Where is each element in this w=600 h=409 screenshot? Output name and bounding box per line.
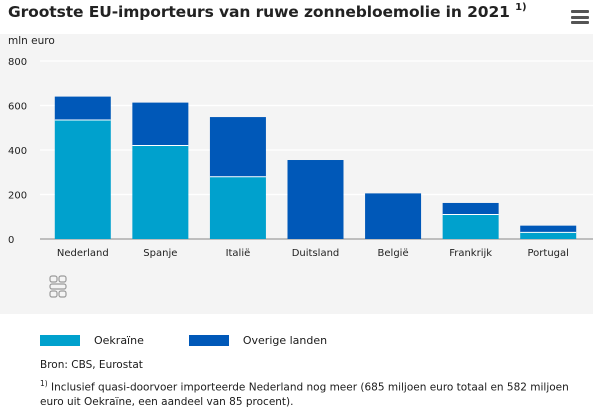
- menu-bar-3: [571, 21, 589, 24]
- footnote-text: Inclusief quasi-doorvoer importeerde Ned…: [40, 381, 569, 408]
- logo-shape: [49, 283, 67, 290]
- logo-shape: [58, 275, 67, 283]
- x-tick-label: Frankrijk: [449, 248, 492, 259]
- y-tick-label: 600: [8, 102, 27, 113]
- bar-overige-landen: [520, 225, 577, 233]
- logo-shape: [58, 290, 67, 298]
- bar-oekraine: [132, 145, 189, 239]
- x-tick-label: Spanje: [143, 248, 177, 259]
- hamburger-menu-icon[interactable]: [571, 10, 589, 26]
- legend-label-oekraine: Oekraïne: [94, 334, 144, 347]
- legend-item-overige-landen[interactable]: Overige landen: [188, 334, 328, 347]
- bar-oekraine: [520, 232, 577, 239]
- footnote: 1) Inclusief quasi-doorvoer importeerde …: [40, 377, 590, 409]
- x-tick-label: Duitsland: [292, 248, 340, 259]
- logo-shape: [49, 290, 58, 298]
- bar-overige-landen: [287, 160, 344, 239]
- bar-overige-landen: [132, 102, 189, 146]
- y-tick-label: 200: [8, 191, 27, 202]
- menu-bar-2: [571, 15, 589, 19]
- chart-svg: mln euro 800 600 400 200 0 Nederland Spanje Ital…: [8, 35, 593, 298]
- bar-oekraine: [442, 214, 499, 239]
- title-footnote-mark: 1): [515, 2, 527, 13]
- bar-overige-landen: [54, 96, 111, 120]
- cbs-logo-icon: [49, 275, 67, 298]
- bar-overige-landen: [209, 117, 266, 177]
- x-tick-label: Nederland: [57, 248, 109, 259]
- chart-title-text: Grootste EU-importeurs van ruwe zonneblo…: [8, 3, 510, 22]
- bar-oekraine: [54, 119, 111, 239]
- y-axis-label: mln euro: [8, 35, 55, 47]
- y-tick-label: 0: [8, 235, 14, 246]
- x-tick-label: Italië: [226, 248, 251, 259]
- bar-overige-landen: [442, 202, 499, 215]
- legend-swatch-oekraine: [40, 335, 80, 346]
- footnote-mark: 1): [40, 379, 48, 388]
- source-note: Bron: CBS, Eurostat: [40, 359, 143, 371]
- x-tick-label: Portugal: [528, 248, 569, 259]
- bar-overige-landen: [365, 193, 422, 239]
- bar-oekraine: [209, 176, 266, 239]
- x-tick-label: België: [378, 248, 409, 259]
- chart-title: Grootste EU-importeurs van ruwe zonneblo…: [8, 2, 527, 22]
- y-tick-label: 800: [8, 57, 27, 68]
- logo-shape: [49, 275, 58, 283]
- menu-bar-1: [571, 10, 589, 13]
- y-tick-label: 400: [8, 146, 27, 157]
- legend: Oekraïne Overige landen: [40, 334, 372, 347]
- legend-label-overige-landen: Overige landen: [242, 334, 328, 347]
- legend-swatch-overige-landen: [188, 335, 229, 346]
- legend-item-oekraine[interactable]: Oekraïne: [40, 334, 144, 347]
